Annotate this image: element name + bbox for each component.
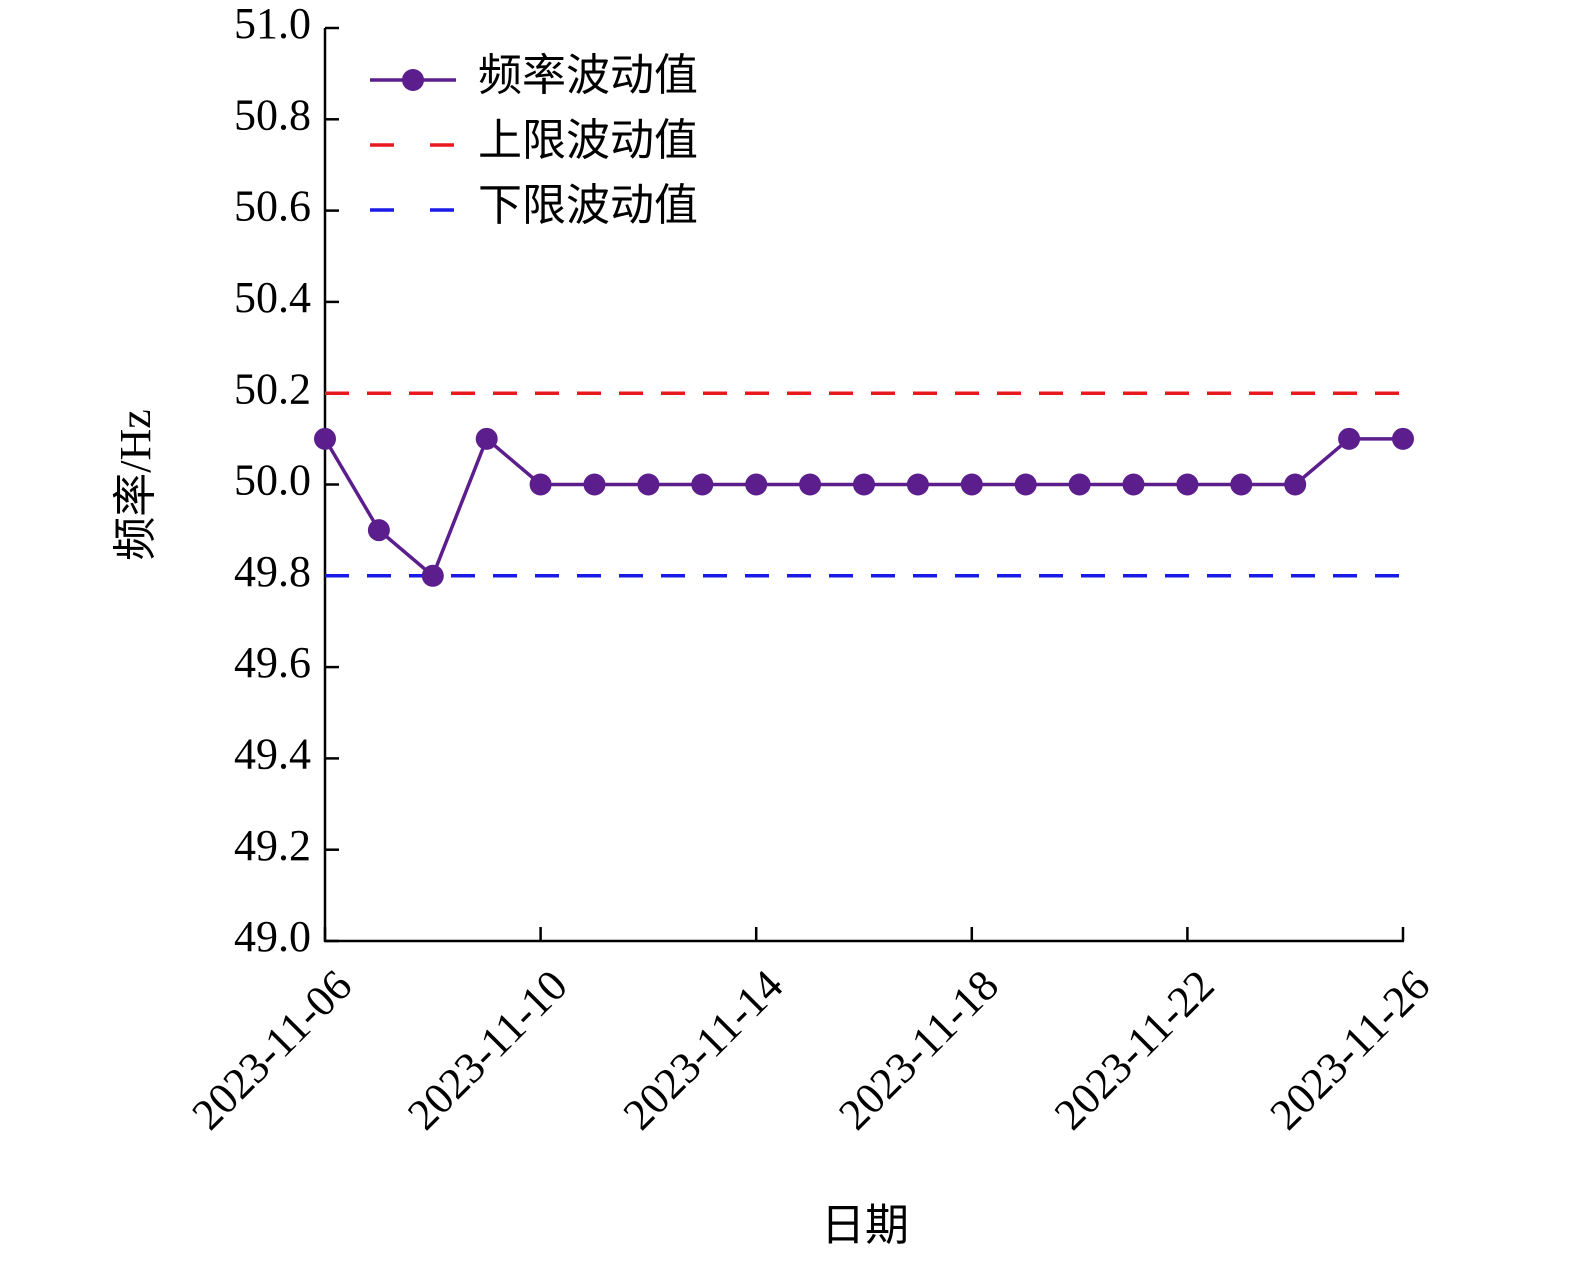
y-tick-label: 50.2 [234,364,311,413]
data-point [421,564,444,587]
data-point [1014,473,1037,496]
x-tick-label: 2023-11-06 [183,961,362,1140]
y-tick-label: 49.8 [234,547,311,596]
y-tick-label: 51.0 [234,0,311,48]
data-point [1230,473,1253,496]
data-point [1392,427,1414,450]
x-tick-label: 2023-11-14 [614,961,793,1140]
y-axis-label: 频率/Hz [111,409,160,561]
y-tick-label: 49.6 [234,638,311,687]
y-tick-label: 49.2 [234,821,311,870]
legend-label: 下限波动值 [478,181,698,230]
data-point [1068,473,1091,496]
y-tick-label: 49.4 [234,729,311,778]
x-tick-label: 2023-11-26 [1261,961,1440,1140]
y-tick-label: 50.8 [234,90,311,139]
x-tick-label: 2023-11-22 [1045,961,1224,1140]
y-tick-label: 50.4 [234,273,311,322]
legend-marker [402,69,424,91]
data-point [1122,473,1145,496]
y-tick-label: 50.0 [234,456,311,505]
data-point [1176,473,1199,496]
data-point [799,473,822,496]
x-tick-label: 2023-11-10 [398,961,577,1140]
data-point [960,473,983,496]
data-point [637,473,660,496]
y-tick-label: 50.6 [234,182,311,231]
data-point [367,519,390,542]
data-point [583,473,606,496]
data-point [853,473,875,496]
data-point [529,473,552,496]
data-point [745,473,768,496]
legend-label: 频率波动值 [478,51,698,100]
data-point [314,427,336,450]
data-point [1284,473,1307,496]
series-line [323,435,1403,579]
data-point [475,427,498,450]
x-tick-label: 2023-11-18 [829,961,1008,1140]
y-tick-label: 49.0 [234,912,311,961]
data-point [1338,427,1361,450]
legend-label: 上限波动值 [478,116,698,165]
x-axis-label: 日期 [821,1201,909,1250]
data-point [906,473,929,496]
data-point [691,473,714,496]
